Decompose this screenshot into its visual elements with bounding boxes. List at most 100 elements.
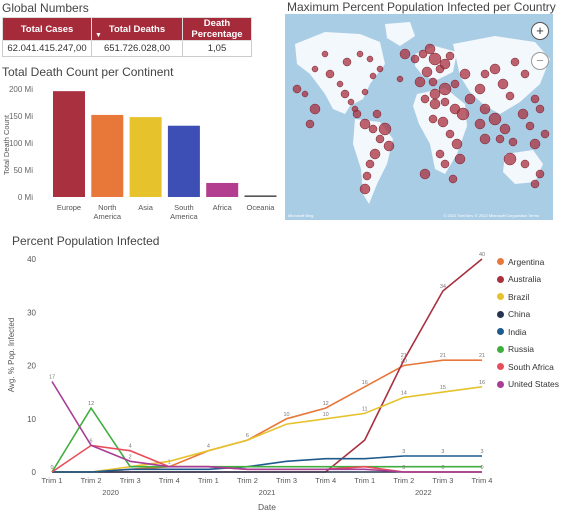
country-bubble[interactable] (424, 43, 436, 55)
country-bubble[interactable] (535, 169, 545, 179)
country-bubble[interactable] (440, 97, 450, 107)
country-bubble[interactable] (435, 149, 445, 159)
country-bubble[interactable] (456, 107, 470, 121)
country-bubble[interactable] (429, 88, 441, 100)
country-bubble[interactable] (520, 159, 530, 169)
country-bubble[interactable] (352, 109, 362, 119)
country-bubble[interactable] (309, 103, 321, 115)
country-bubble[interactable] (419, 168, 431, 180)
country-bubble[interactable] (510, 57, 520, 67)
zoom-in-button[interactable]: + (531, 22, 549, 40)
country-bubble[interactable] (365, 159, 375, 169)
bar-south-america[interactable] (167, 125, 200, 197)
country-bubble[interactable] (376, 65, 384, 73)
country-bubble[interactable] (340, 89, 350, 99)
bar-oceania[interactable] (244, 195, 277, 197)
series-line-india[interactable] (52, 455, 482, 473)
country-bubble[interactable] (448, 174, 458, 184)
country-bubble[interactable] (440, 159, 450, 169)
country-bubble[interactable] (362, 171, 372, 181)
country-bubble[interactable] (474, 83, 486, 95)
country-bubble[interactable] (361, 88, 369, 96)
legend-item-united-states[interactable]: United States (497, 376, 559, 394)
bar-north-america[interactable] (91, 114, 124, 197)
country-bubble[interactable] (325, 69, 335, 79)
country-bubble[interactable] (311, 65, 319, 73)
legend-item-south-africa[interactable]: South Africa (497, 358, 559, 376)
bar-asia[interactable] (129, 117, 162, 197)
legend-item-russia[interactable]: Russia (497, 341, 559, 359)
country-bubble[interactable] (356, 50, 364, 58)
country-bubble[interactable] (336, 80, 344, 88)
country-bubble[interactable] (368, 124, 378, 134)
country-bubble[interactable] (369, 72, 377, 80)
map-attribution-right[interactable]: © 2022 TomTom, © 2022 Microsoft Corporat… (443, 213, 539, 218)
country-bubble[interactable] (505, 91, 515, 101)
country-bubble[interactable] (372, 109, 382, 119)
sort-down-icon[interactable]: ▼ (95, 32, 102, 39)
country-bubble[interactable] (378, 122, 392, 136)
world-bubble-map[interactable]: + − Microsoft Bing © 2022 TomTom, © 2022… (285, 14, 553, 220)
country-bubble[interactable] (530, 94, 540, 104)
country-bubble[interactable] (445, 51, 455, 61)
country-bubble[interactable] (437, 116, 449, 128)
country-bubble[interactable] (410, 54, 420, 64)
world-map-svg[interactable] (285, 14, 553, 220)
country-bubble[interactable] (428, 114, 438, 124)
country-bubble[interactable] (508, 137, 518, 147)
country-bubble[interactable] (497, 78, 509, 90)
country-bubble[interactable] (517, 108, 529, 120)
country-bubble[interactable] (347, 98, 355, 106)
country-bubble[interactable] (480, 69, 490, 79)
country-bubble[interactable] (540, 129, 550, 139)
country-bubble[interactable] (301, 90, 309, 98)
country-bubble[interactable] (535, 104, 545, 114)
bar-africa[interactable] (206, 182, 239, 197)
country-bubble[interactable] (529, 138, 541, 150)
country-bubble[interactable] (418, 49, 428, 59)
series-line-united-states[interactable] (51, 381, 482, 473)
country-bubble[interactable] (474, 118, 486, 130)
country-bubble[interactable] (359, 183, 371, 195)
country-bubble[interactable] (489, 63, 501, 75)
country-bubble[interactable] (451, 138, 463, 150)
country-bubble[interactable] (420, 94, 430, 104)
series-line-russia[interactable] (51, 406, 482, 473)
country-bubble[interactable] (488, 112, 502, 126)
country-bubble[interactable] (438, 82, 452, 96)
country-bubble[interactable] (396, 75, 404, 83)
country-bubble[interactable] (530, 179, 540, 189)
legend-item-australia[interactable]: Australia (497, 271, 559, 289)
legend-item-argentina[interactable]: Argentina (497, 253, 559, 271)
country-bubble[interactable] (428, 77, 438, 87)
total-deaths-header[interactable]: ▼ Total Deaths (91, 17, 183, 41)
country-bubble[interactable] (375, 134, 385, 144)
country-bubble[interactable] (439, 58, 451, 70)
country-bubble[interactable] (499, 123, 511, 135)
country-bubble[interactable] (342, 57, 352, 67)
country-bubble[interactable] (503, 152, 517, 166)
country-bubble[interactable] (454, 153, 466, 165)
country-bubble[interactable] (359, 118, 371, 130)
country-bubble[interactable] (414, 76, 426, 88)
country-bubble[interactable] (520, 69, 530, 79)
zoom-out-button[interactable]: − (531, 52, 549, 70)
country-bubble[interactable] (479, 103, 491, 115)
series-line-australia[interactable] (52, 258, 483, 473)
death-percentage-header[interactable]: Death Percentage (182, 17, 252, 41)
country-bubble[interactable] (459, 68, 471, 80)
country-bubble[interactable] (495, 134, 505, 144)
country-bubble[interactable] (292, 84, 302, 94)
country-bubble[interactable] (305, 119, 315, 129)
country-bubble[interactable] (429, 98, 441, 110)
country-bubble[interactable] (383, 140, 395, 152)
total-cases-header[interactable]: Total Cases (2, 17, 92, 41)
country-bubble[interactable] (525, 121, 535, 131)
country-bubble[interactable] (464, 93, 476, 105)
country-bubble[interactable] (479, 133, 491, 145)
country-bubble[interactable] (369, 148, 381, 160)
country-bubble[interactable] (445, 129, 455, 139)
country-bubble[interactable] (399, 48, 411, 60)
country-bubble[interactable] (366, 55, 374, 63)
legend-item-china[interactable]: China (497, 306, 559, 324)
